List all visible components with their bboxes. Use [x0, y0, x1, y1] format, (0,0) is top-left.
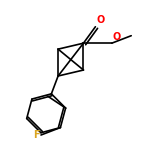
- Text: O: O: [97, 15, 105, 24]
- Text: F: F: [33, 130, 40, 140]
- Text: O: O: [113, 32, 121, 42]
